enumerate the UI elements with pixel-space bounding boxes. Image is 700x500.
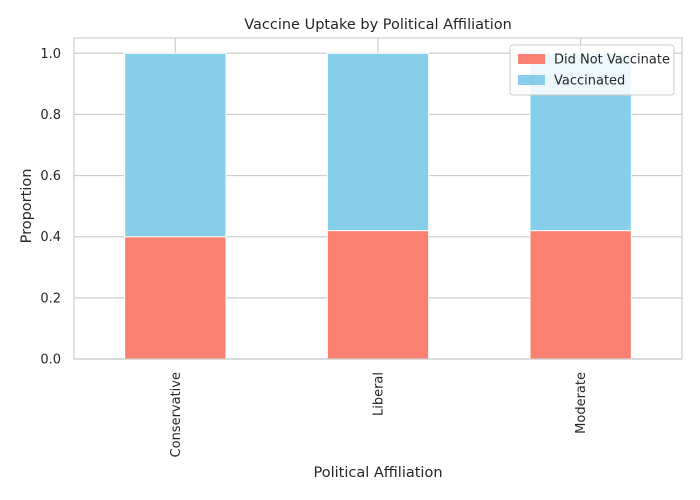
legend-swatch — [518, 75, 545, 85]
x-tick-label: Conservative — [169, 372, 184, 457]
x-axis: Conservative Liberal Moderate — [169, 372, 589, 457]
bar-moderate-did-not-vaccinate — [529, 230, 632, 360]
bar-conservative-did-not-vaccinate — [124, 236, 227, 360]
y-tick-label: 1.0 — [40, 47, 61, 62]
bar-conservative-vaccinated — [124, 52, 227, 238]
legend-label: Did Not Vaccinate — [554, 53, 670, 68]
legend-label: Vaccinated — [554, 74, 625, 89]
x-tick-label: Moderate — [574, 372, 589, 434]
y-tick-label: 0.0 — [40, 353, 61, 368]
plot-frame — [73, 37, 683, 360]
x-axis-label: Political Affiliation — [313, 465, 442, 481]
y-tick-label: 0.6 — [40, 169, 61, 184]
bar-liberal-vaccinated — [326, 52, 430, 232]
y-tick-label: 0.8 — [40, 108, 61, 123]
x-tick-label: Liberal — [372, 372, 387, 416]
y-axis-label: Proportion — [19, 169, 35, 244]
chart-title: Vaccine Uptake by Political Affiliation — [244, 17, 512, 33]
legend-box — [509, 44, 675, 96]
bars-layer — [124, 52, 632, 360]
bar-liberal-did-not-vaccinate — [326, 230, 430, 360]
legend: Did Not Vaccinate Vaccinated — [509, 44, 675, 96]
y-axis: 0.0 0.2 0.4 0.6 0.8 1.0 — [40, 47, 61, 368]
y-tick-label: 0.4 — [40, 230, 61, 245]
y-tick-label: 0.2 — [40, 291, 61, 306]
legend-swatch — [518, 54, 545, 64]
